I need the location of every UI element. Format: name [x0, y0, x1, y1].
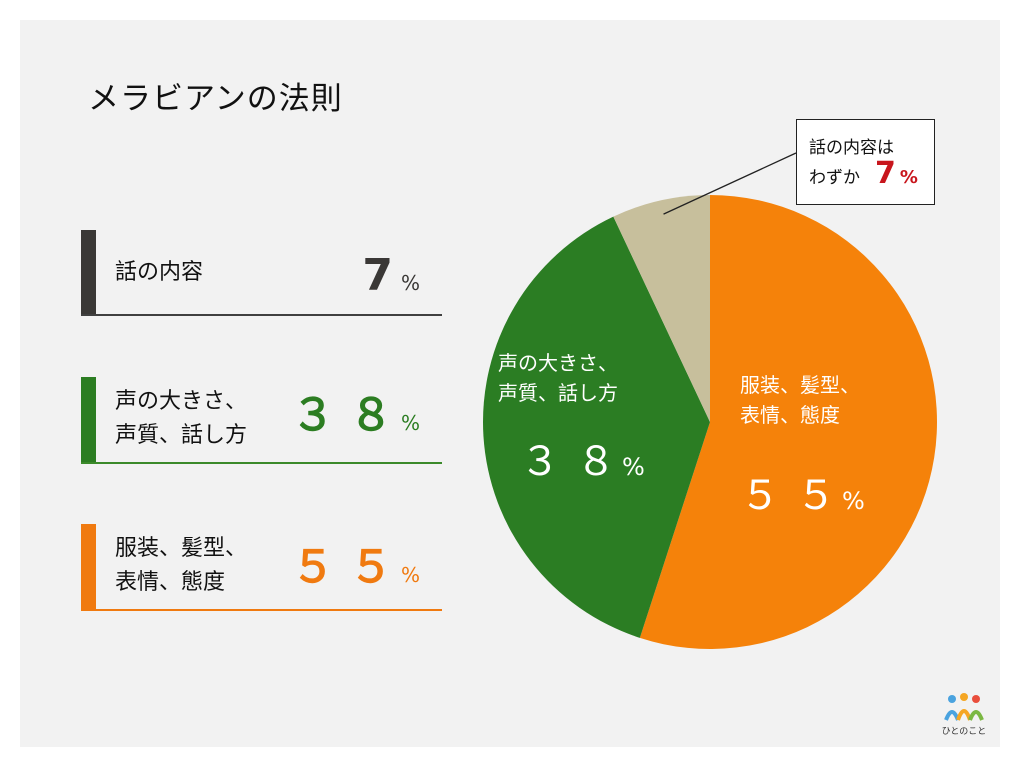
legend-row-look: 服装、髪型、 表情、態度 ５５%: [81, 524, 442, 611]
pie-chart: [482, 152, 938, 650]
logo-text: ひとのこと: [941, 727, 987, 737]
legend-value-content: 7%: [362, 250, 420, 301]
legend-label-voice: 声の大きさ、 声質、話し方: [115, 389, 248, 448]
legend-value-voice: ３８%: [290, 390, 420, 441]
legend-row-content: 話の内容 7%: [81, 230, 442, 316]
callout-box: 話の内容は わずか 7%: [796, 119, 935, 205]
logo: ひとのこと: [938, 692, 990, 742]
pie-percent-sign: %: [842, 487, 865, 515]
legend-bar-voice: [81, 377, 96, 462]
legend-percent-sign: %: [400, 563, 420, 587]
pie-value-voice: ３８%: [520, 439, 645, 485]
legend-value-look: ５５%: [290, 542, 420, 593]
callout-leader-line: [663, 152, 797, 215]
legend-percent-sign: %: [400, 271, 420, 295]
callout-line2: わずか: [809, 168, 860, 188]
legend-bar-content: [81, 230, 96, 314]
legend-label-content: 話の内容: [115, 260, 204, 285]
pie-percent-sign: %: [622, 453, 645, 481]
pie-label-look: 服装、髪型、 表情、態度: [740, 373, 860, 427]
pie-slice-voice: [482, 216, 710, 638]
callout-value: 7%: [875, 156, 918, 191]
pie-label-voice: 声の大きさ、 声質、話し方: [498, 351, 618, 405]
legend-row-voice: 声の大きさ、 声質、話し方 ３８%: [81, 377, 442, 464]
pie-slice-look: [639, 195, 938, 650]
logo-mark-icon: [944, 693, 984, 721]
pie-slice-content: [613, 195, 710, 422]
legend-percent-sign: %: [400, 411, 420, 435]
pie-value-look: ５５%: [740, 473, 865, 519]
legend-label-look: 服装、髪型、 表情、態度: [115, 536, 248, 595]
page-title: メラビアンの法則: [88, 81, 343, 117]
legend-bar-look: [81, 524, 96, 609]
callout-line1: 話の内容は: [809, 138, 894, 158]
slide: メラビアンの法則 話の内容 7% 声の大きさ、 声質、話し方 ３８% 服装、髪型…: [20, 20, 1000, 747]
callout-percent-sign: %: [899, 167, 918, 188]
